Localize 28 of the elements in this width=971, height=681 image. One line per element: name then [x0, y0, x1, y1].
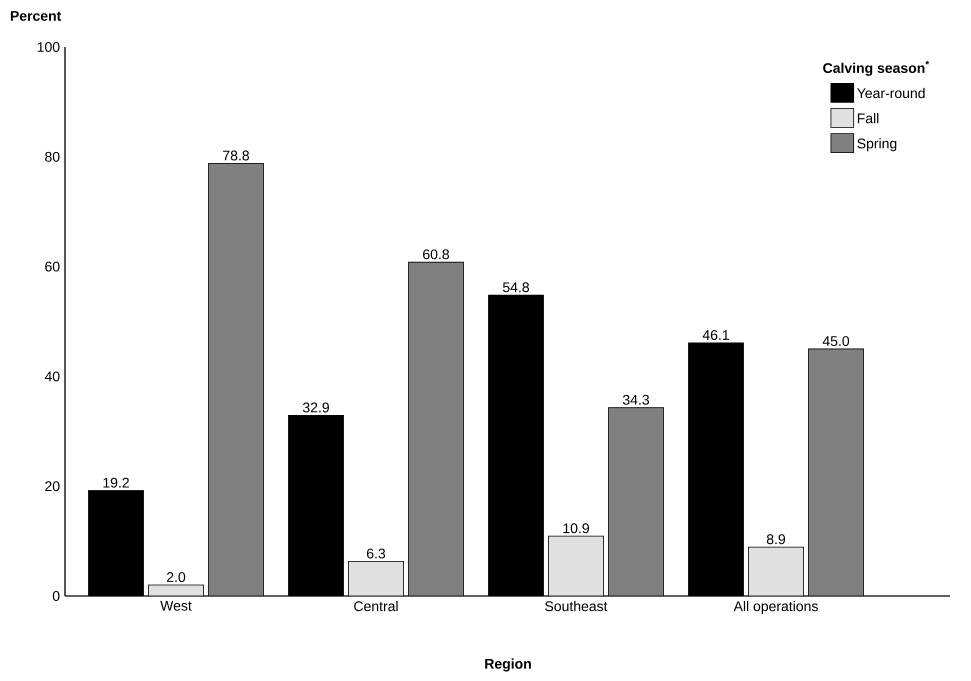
y-tick-label: 0 — [52, 591, 60, 601]
legend-label: Spring — [857, 138, 896, 152]
y-tick-label: 40 — [44, 371, 60, 382]
x-tick-label: West — [160, 600, 192, 611]
data-label: 78.8 — [223, 150, 250, 160]
data-label: 54.8 — [502, 282, 530, 292]
data-label: 8.9 — [766, 534, 786, 544]
y-axis-title: Percent — [10, 11, 62, 21]
x-axis-title: Region — [485, 658, 531, 672]
y-tick-label: 20 — [45, 481, 60, 492]
data-label: 19.2 — [103, 478, 129, 488]
data-label: 32.9 — [302, 402, 329, 412]
data-label: 6.3 — [366, 548, 386, 558]
y-tick-label: 80 — [45, 152, 60, 162]
x-tick-label: Central — [354, 600, 398, 612]
legend-title: Calving season$^{*}$ — [823, 60, 930, 76]
x-tick-label: Southeast — [545, 600, 608, 612]
data-label: 10.9 — [563, 523, 589, 534]
x-tick-label: All operations — [734, 600, 818, 614]
data-label: 45.0 — [822, 336, 850, 346]
data-label: 60.8 — [423, 249, 450, 260]
legend-label: Year-round — [857, 88, 925, 98]
y-tick-label: 60 — [45, 262, 60, 272]
legend-label: Fall — [858, 113, 878, 124]
data-label: 2.0 — [166, 572, 186, 582]
data-label: 34.3 — [622, 394, 650, 405]
y-tick-label: 100 — [38, 42, 60, 52]
data-label: 46.1 — [702, 330, 729, 340]
